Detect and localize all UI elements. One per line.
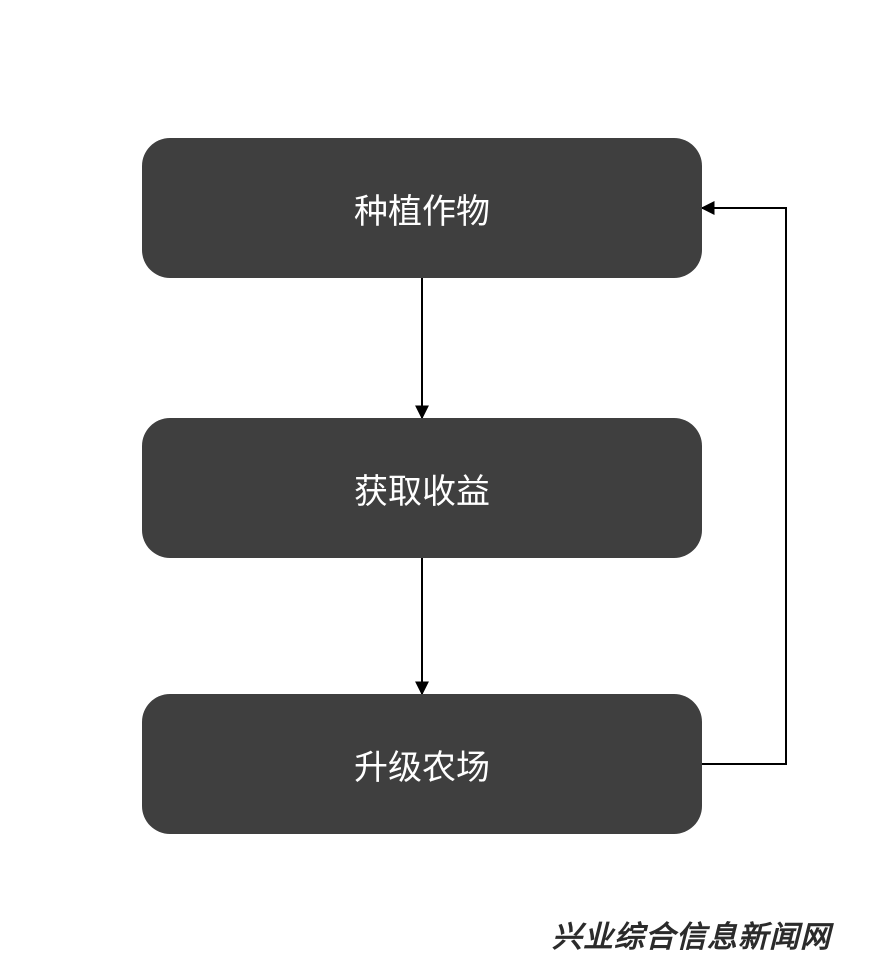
flow-edge-upgrade-to-plant (702, 208, 786, 764)
flow-node-label: 种植作物 (354, 184, 490, 233)
flowchart-canvas: 兴业综合信息新闻网 种植作物获取收益升级农场 (0, 0, 870, 952)
flow-node-plant: 种植作物 (142, 138, 702, 278)
flow-node-upgrade: 升级农场 (142, 694, 702, 834)
flow-node-earn: 获取收益 (142, 418, 702, 558)
watermark-text: 兴业综合信息新闻网 (552, 912, 831, 956)
flow-node-label: 升级农场 (354, 740, 490, 789)
flow-node-label: 获取收益 (354, 464, 490, 513)
